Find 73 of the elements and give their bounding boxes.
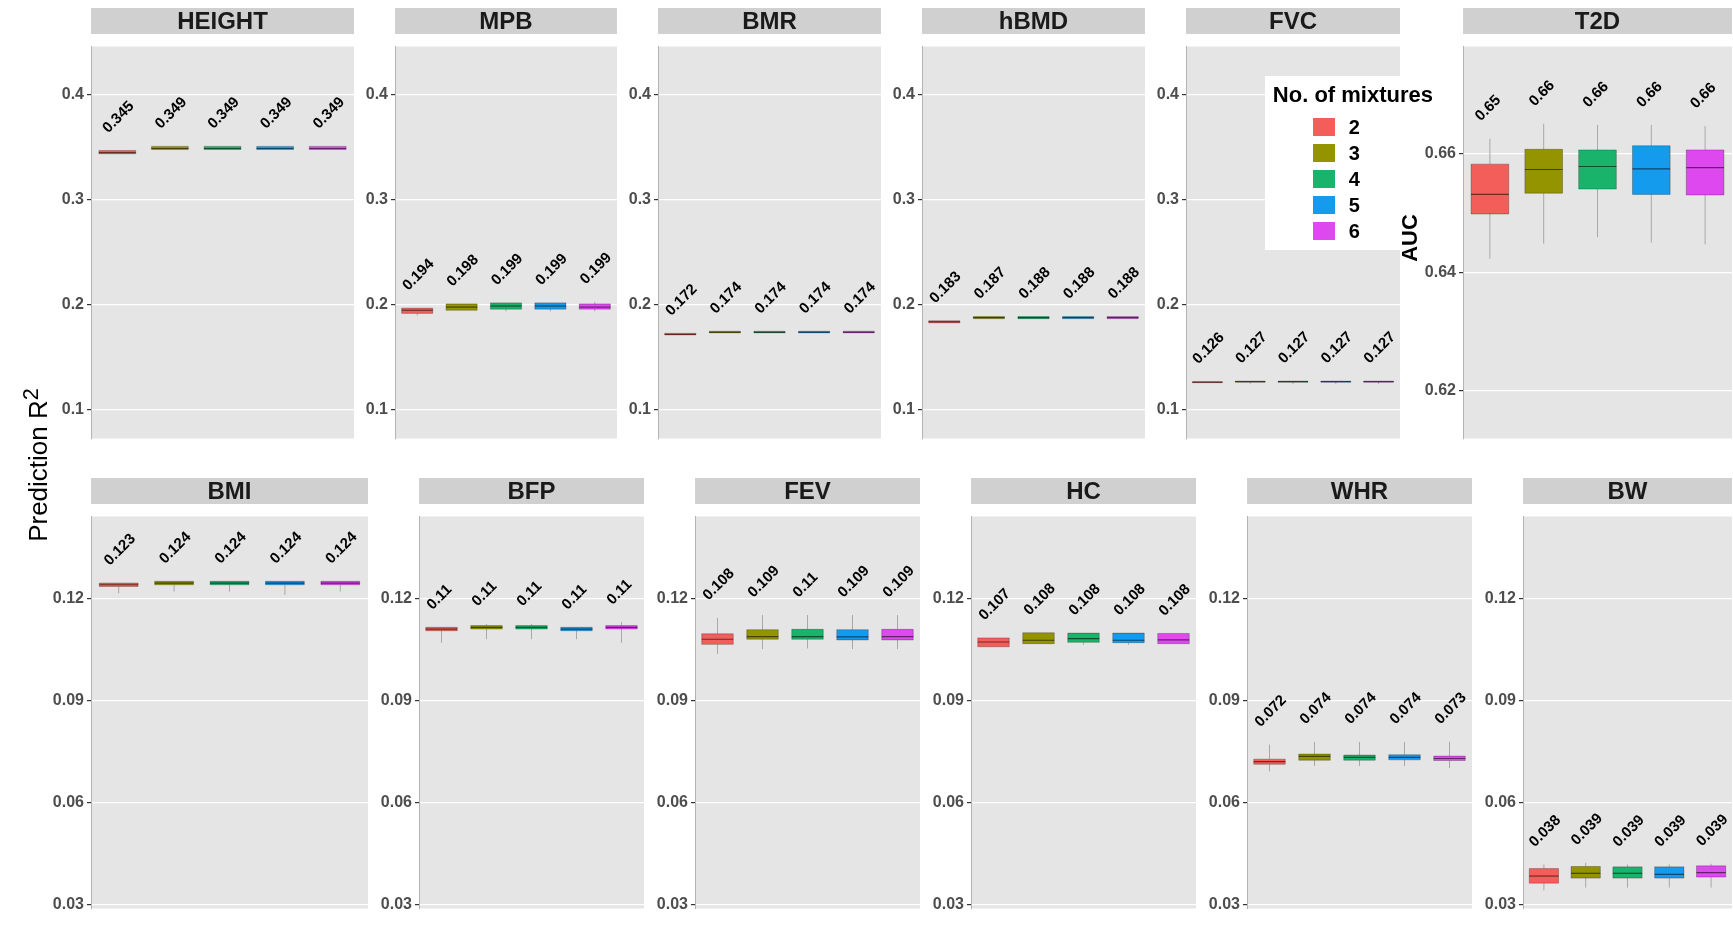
y-tick-label: 0.06 <box>1484 793 1517 811</box>
y-tick-label: 0.2 <box>365 295 389 313</box>
y-tick-label: 0.1 <box>628 400 652 418</box>
chart-title: HC <box>971 477 1196 504</box>
y-tick-label: 0.4 <box>628 85 652 103</box>
y-tick-label: 0.06 <box>656 793 689 811</box>
text: 0.66 <box>1524 76 1558 109</box>
text: 0.11 <box>422 580 455 613</box>
y-tick-label: 0.3 <box>365 190 389 208</box>
y-tick-label: 0.12 <box>1484 588 1517 606</box>
chart-title: FVC <box>1186 7 1400 34</box>
y-tick-label: 0.12 <box>380 588 413 606</box>
y-tick-label: 0.2 <box>61 295 85 313</box>
y-tick-label: 0.1 <box>1156 400 1180 418</box>
y-tick-label: 0.4 <box>61 85 85 103</box>
y-tick-label: 0.06 <box>380 793 413 811</box>
y-tick-label: 0.12 <box>1208 588 1241 606</box>
y-tick-label: 0.03 <box>1484 895 1517 913</box>
legend-label: 4 <box>1348 167 1360 191</box>
legend-label: 6 <box>1348 219 1360 243</box>
y-tick-label: 0.03 <box>380 895 413 913</box>
chart-title: T2D <box>1463 7 1732 34</box>
legend-title: No. of mixtures <box>1272 82 1433 108</box>
y-tick-label: 0.09 <box>52 690 85 708</box>
legend-label: 3 <box>1348 141 1360 165</box>
y-tick-label: 0.3 <box>61 190 85 208</box>
text: 0.11 <box>557 580 590 613</box>
y-tick-label: 0.06 <box>52 793 85 811</box>
y-tick-label: 0.03 <box>1208 895 1241 913</box>
text: 0.11 <box>602 575 635 608</box>
text: 0.11 <box>467 576 500 609</box>
text: 0.11 <box>788 568 821 601</box>
y-tick-label: 0.06 <box>932 793 965 811</box>
y-tick-label: 0.03 <box>656 895 689 913</box>
chart-title: BMR <box>658 7 881 34</box>
y-tick-label: 0.64 <box>1424 262 1457 280</box>
y-tick-label: 0.3 <box>1156 190 1180 208</box>
y-tick-label: 0.12 <box>52 588 85 606</box>
chart-title: BFP <box>419 477 644 504</box>
y-tick-label: 0.06 <box>1208 793 1241 811</box>
y-tick-label: 0.09 <box>380 690 413 708</box>
y-tick-label: 0.12 <box>932 588 965 606</box>
y-tick-label: 0.1 <box>61 400 85 418</box>
chart-title: BW <box>1523 477 1732 504</box>
y-axis-title: AUC <box>1397 214 1423 262</box>
y-tick-label: 0.09 <box>656 690 689 708</box>
y-tick-label: 0.66 <box>1424 143 1457 161</box>
chart-title: WHR <box>1247 477 1472 504</box>
legend-label: 5 <box>1348 193 1360 217</box>
y-tick-label: 0.03 <box>932 895 965 913</box>
text: 0.11 <box>512 576 545 609</box>
y-tick-label: 0.09 <box>932 690 965 708</box>
chart-title: hBMD <box>922 7 1145 34</box>
y-tick-label: 0.12 <box>656 588 689 606</box>
y-tick-label: 0.09 <box>1208 690 1241 708</box>
y-tick-label: 0.4 <box>892 85 916 103</box>
y-tick-label: 0.03 <box>52 895 85 913</box>
chart-title: FEV <box>695 477 920 504</box>
y-tick-label: 0.1 <box>892 400 916 418</box>
chart-title: BMI <box>91 477 368 504</box>
y-tick-label: 0.1 <box>365 400 389 418</box>
y-tick-label: 0.2 <box>628 295 652 313</box>
y-tick-label: 0.2 <box>892 295 916 313</box>
y-tick-label: 0.3 <box>892 190 916 208</box>
y-tick-label: 0.09 <box>1484 690 1517 708</box>
y-tick-label: 0.3 <box>628 190 652 208</box>
y-tick-label: 0.4 <box>365 85 389 103</box>
y-tick-label: 0.62 <box>1424 381 1457 399</box>
legend-label: 2 <box>1348 115 1360 139</box>
chart-title: HEIGHT <box>91 7 354 34</box>
y-tick-label: 0.2 <box>1156 295 1180 313</box>
chart-title: MPB <box>395 7 617 34</box>
y-tick-label: 0.4 <box>1156 85 1180 103</box>
